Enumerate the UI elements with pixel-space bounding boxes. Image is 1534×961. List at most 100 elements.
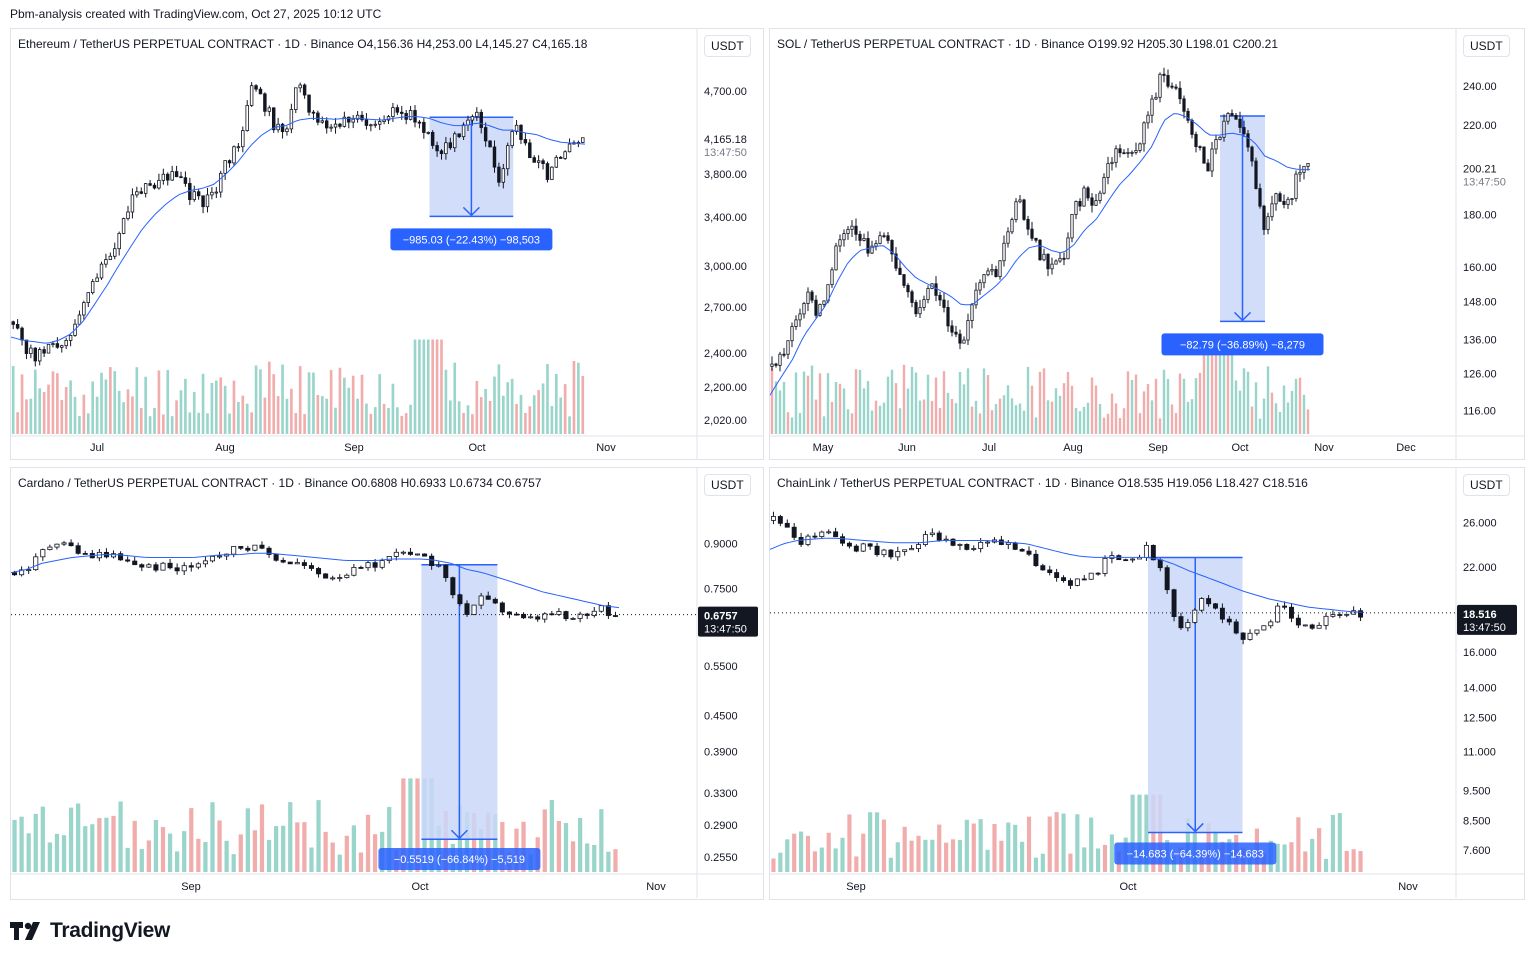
volume-bar: [1030, 385, 1034, 434]
candle-down: [812, 535, 818, 538]
candle-down: [75, 545, 81, 554]
currency-button[interactable]: USDT: [704, 474, 751, 496]
currency-button[interactable]: USDT: [1463, 474, 1510, 496]
volume-bar: [334, 407, 337, 434]
candle-down: [20, 327, 24, 341]
volume-bar: [1114, 403, 1118, 434]
candle-down: [541, 160, 545, 165]
chart-eth[interactable]: 4,700.00 3,800.00 3,400.00 3,000.00 2,700.00…: [11, 29, 763, 459]
volume-bar: [1006, 822, 1011, 872]
candle-down: [1258, 188, 1262, 207]
candle-down: [934, 283, 938, 296]
chart-panel-eth[interactable]: 4,700.00 3,800.00 3,400.00 3,000.00 2,700.00…: [10, 28, 764, 460]
candle-down: [1086, 187, 1090, 199]
volume-bar: [528, 406, 532, 434]
volume-bar: [1290, 390, 1294, 434]
chart-panel-sol[interactable]: 240.00 220.00 180.00 160.00 148.00 136.00 126.…: [769, 28, 1525, 460]
volume-bar: [1010, 398, 1014, 434]
candle-down: [612, 615, 618, 617]
candle-up: [192, 191, 196, 201]
candle-down: [407, 551, 413, 555]
currency-button[interactable]: USDT: [704, 35, 751, 57]
candle-down: [439, 150, 444, 155]
volume-bar: [930, 839, 935, 872]
candle-down: [301, 562, 307, 566]
volume-bar: [1158, 418, 1162, 434]
volume-bar: [111, 815, 116, 872]
candle-down: [443, 564, 449, 579]
candle-up: [294, 562, 300, 565]
volume-bar: [78, 416, 81, 434]
volume-bar: [1090, 377, 1094, 434]
candle-down: [846, 542, 852, 547]
volume-bar: [104, 817, 109, 872]
x-tick-label: Sep: [344, 442, 364, 454]
y-tick-label: 11.000: [1463, 747, 1496, 759]
candle-down: [1178, 616, 1184, 629]
candle-down: [910, 291, 914, 303]
currency-button[interactable]: USDT: [1463, 35, 1510, 57]
candle-down: [55, 343, 60, 348]
candle-up: [223, 160, 227, 174]
candle-up: [1316, 624, 1322, 629]
volume-bar: [510, 378, 514, 434]
volume-bar: [886, 376, 890, 434]
candle-up: [471, 604, 477, 615]
candle-down: [15, 323, 20, 329]
candle-up: [86, 292, 90, 304]
y-tick-label: 0.3900: [704, 746, 738, 758]
candle-up: [1070, 213, 1074, 239]
volume-bar: [1040, 853, 1045, 872]
candle-up: [104, 259, 108, 265]
ohlc-high: H4,253.00: [416, 37, 473, 51]
candle-down: [483, 127, 488, 142]
volume-bar: [992, 823, 997, 872]
candle-up: [202, 560, 208, 565]
tradingview-logo-icon: [10, 922, 40, 940]
candle-down: [1186, 110, 1190, 121]
volume-bar: [1109, 834, 1114, 872]
volume-bar: [537, 390, 540, 434]
y-tick-label: 9.500: [1463, 786, 1491, 798]
candle-down: [558, 156, 563, 159]
candle-up: [834, 245, 838, 271]
candle-down: [245, 547, 251, 551]
candle-down: [950, 325, 954, 333]
volume-bar: [1106, 413, 1110, 434]
candle-down: [1234, 114, 1238, 120]
chart-panel-ada[interactable]: 0.9000 0.7500 0.5500 0.4500 0.3900 0.3300 0.29…: [10, 467, 764, 900]
x-tick-label: May: [813, 442, 834, 454]
candle-down: [448, 142, 453, 149]
volume-bar: [497, 364, 501, 434]
candle-up: [822, 300, 826, 305]
chart-title-eth: Ethereum / TetherUS PERPETUAL CONTRACT ·…: [18, 37, 587, 51]
volume-bar: [890, 369, 894, 434]
candle-up: [862, 238, 866, 241]
volume-bar: [559, 397, 563, 434]
volume-bar: [252, 830, 258, 872]
volume-bar: [294, 413, 298, 434]
chart-ada[interactable]: 0.9000 0.7500 0.5500 0.4500 0.3900 0.3300 0.29…: [11, 468, 763, 899]
volume-bar: [40, 806, 45, 872]
chart-link[interactable]: 26.000 22.000 16.000 14.000 12.500 11.000 9.50…: [770, 468, 1524, 899]
volume-bar: [290, 388, 293, 434]
measure-label-bg: [1114, 842, 1277, 865]
volume-bar: [978, 413, 982, 434]
volume-bar: [288, 802, 293, 872]
volume-bar: [16, 412, 19, 434]
volume-bar: [175, 400, 178, 434]
volume-bar: [1078, 411, 1082, 434]
candle-down: [1250, 146, 1254, 162]
candle-up: [556, 611, 562, 615]
candle-up: [1266, 216, 1270, 230]
volume-bar: [1054, 388, 1058, 434]
candle-up: [337, 577, 343, 579]
chart-sol[interactable]: 240.00 220.00 180.00 160.00 148.00 136.00 126.…: [770, 29, 1524, 459]
volume-bar: [1182, 378, 1186, 434]
tradingview-logo[interactable]: TradingView: [10, 918, 170, 944]
chart-panel-link[interactable]: 26.000 22.000 16.000 14.000 12.500 11.000 9.50…: [769, 467, 1525, 900]
candle-up: [1222, 120, 1226, 138]
volume-bar: [444, 369, 448, 434]
candle-up: [826, 531, 832, 534]
candle-up: [1323, 615, 1329, 626]
